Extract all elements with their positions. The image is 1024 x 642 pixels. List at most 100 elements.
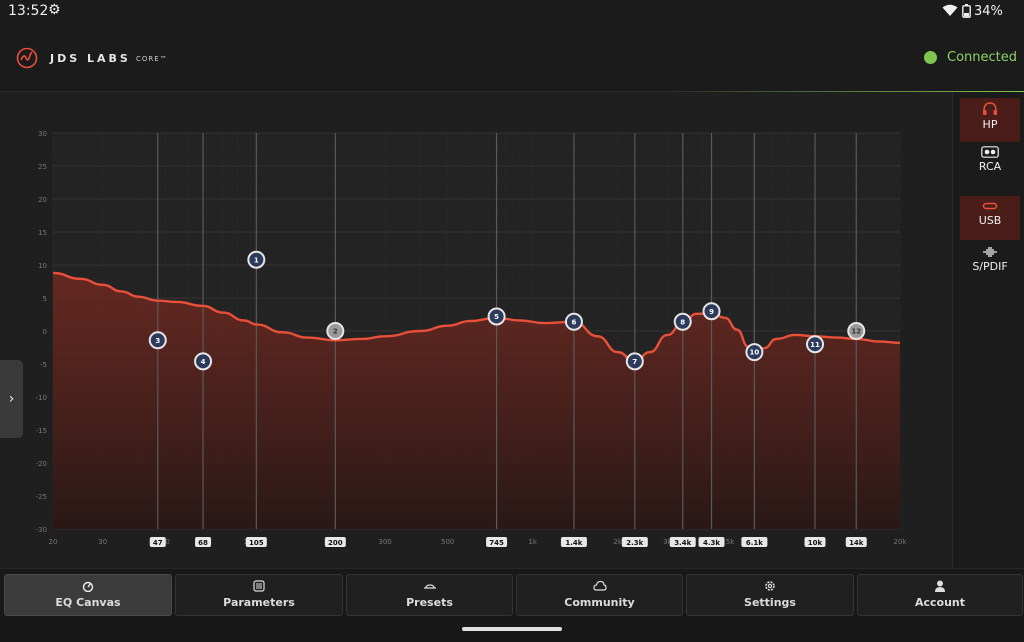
band-handle-number: 10 (750, 349, 760, 357)
eq-band-handle-9[interactable]: 9 (702, 302, 721, 321)
nav-label: EQ Canvas (55, 596, 121, 609)
nav-settings[interactable]: Settings (686, 574, 854, 616)
y-tick-label: -20 (36, 460, 47, 468)
eq-band-handle-7[interactable]: 7 (625, 352, 644, 371)
y-tick-label: -15 (36, 427, 47, 435)
spdif-icon (983, 247, 997, 257)
y-tick-label: 30 (38, 130, 47, 138)
home-indicator[interactable] (462, 627, 562, 631)
band-frequency-label: 200 (328, 539, 343, 547)
expand-sidebar-button[interactable]: › (0, 360, 23, 438)
band-frequency-badge (669, 537, 696, 547)
band-handle-number: 8 (680, 318, 685, 326)
output-hp[interactable]: HP (960, 98, 1020, 142)
nav-presets[interactable]: Presets (346, 574, 513, 616)
y-tick-label: -30 (36, 526, 47, 534)
output-rca[interactable]: RCA (960, 142, 1020, 186)
band-handle-number: 1 (254, 256, 259, 264)
nav-label: Account (914, 596, 966, 609)
eq-band-handle-8[interactable]: 8 (673, 312, 692, 331)
output-selector: HP RCA USB S/PDIF (952, 92, 1024, 568)
band-frequency-label: 47 (153, 539, 163, 547)
band-handle-number: 6 (571, 318, 576, 326)
rca-icon (981, 146, 999, 158)
nav-label: Settings (744, 596, 796, 609)
y-tick-label: 5 (43, 295, 47, 303)
band-handle-circle[interactable] (326, 322, 345, 340)
presets-icon (423, 584, 436, 589)
band-frequency-label: 105 (249, 539, 264, 547)
y-tick-label: -5 (40, 361, 47, 369)
band-handle-circle[interactable] (745, 343, 764, 362)
app-header: JDS LABS CORE™ Connected (0, 24, 1024, 92)
eq-band-handle-11[interactable]: 11 (806, 335, 825, 354)
eq-curve-fill (53, 272, 900, 529)
band-frequency-label: 6.1k (746, 539, 763, 547)
band-frequency-label: 745 (489, 539, 504, 547)
band-handle-number: 11 (810, 341, 820, 349)
eq-band-handle-10[interactable]: 10 (745, 343, 764, 362)
band-handle-circle[interactable] (673, 312, 692, 331)
wifi-icon (942, 4, 958, 16)
battery-percent: 34% (974, 4, 1003, 19)
settings-icon (765, 581, 775, 591)
parameters-icon (253, 580, 265, 592)
band-frequency-badge (621, 537, 648, 547)
band-handle-number: 5 (494, 313, 499, 321)
band-frequency-badge (324, 537, 346, 547)
band-handle-circle[interactable] (847, 322, 866, 340)
nav-parameters[interactable]: Parameters (175, 574, 343, 616)
nav-eq-canvas[interactable]: EQ Canvas (4, 574, 172, 616)
x-tick-label: 5k (726, 538, 735, 546)
band-frequency-badge (741, 537, 768, 547)
y-tick-label: -25 (36, 493, 47, 501)
x-tick-label: 2k (613, 538, 622, 546)
y-tick-label: 10 (38, 262, 47, 270)
community-icon (592, 580, 607, 591)
band-frequency-badge (245, 537, 267, 547)
eq-band-handle-6[interactable]: 6 (564, 312, 583, 331)
account-icon (935, 580, 945, 592)
x-tick-label: 3k (663, 538, 672, 546)
nav-account[interactable]: Account (857, 574, 1023, 616)
band-frequency-label: 14k (849, 539, 864, 547)
eq-band-handle-1[interactable]: 1 (247, 250, 266, 269)
eq-band-handle-12[interactable]: 12 (847, 322, 866, 340)
nav-label: Parameters (223, 596, 295, 609)
band-frequency-label: 68 (198, 539, 208, 547)
battery-icon (962, 4, 971, 18)
band-handle-circle[interactable] (564, 312, 583, 331)
header-divider (0, 91, 1024, 92)
band-handle-circle[interactable] (247, 250, 266, 269)
eq-band-handle-2[interactable]: 2 (326, 322, 345, 340)
headphones-icon (983, 102, 997, 115)
eq-band-handle-4[interactable]: 4 (194, 352, 213, 371)
band-frequency-label: 2.3k (626, 539, 643, 547)
band-handle-number: 3 (155, 337, 160, 345)
output-label: RCA (978, 160, 1002, 173)
x-tick-label: 500 (441, 538, 454, 546)
band-handle-circle[interactable] (625, 352, 644, 371)
band-frequency-badge (804, 537, 826, 547)
band-handle-circle[interactable] (487, 307, 506, 326)
band-frequency-badge (195, 537, 212, 547)
eq-band-handle-3[interactable]: 3 (148, 331, 167, 350)
band-handle-number: 2 (333, 328, 338, 336)
band-handle-circle[interactable] (148, 331, 167, 350)
usb-icon (982, 202, 998, 210)
band-handle-number: 4 (201, 358, 206, 366)
eq-band-handle-5[interactable]: 5 (487, 307, 506, 326)
nav-community[interactable]: Community (516, 574, 683, 616)
x-tick-label: 300 (378, 538, 391, 546)
product-name: CORE™ (136, 55, 168, 63)
band-handle-number: 12 (851, 328, 861, 336)
output-spdif[interactable]: S/PDIF (960, 242, 1020, 286)
y-tick-label: 20 (38, 196, 47, 204)
band-handle-circle[interactable] (806, 335, 825, 354)
x-tick-label: 1k (528, 538, 537, 546)
band-handle-circle[interactable] (194, 352, 213, 371)
output-usb[interactable]: USB (960, 196, 1020, 240)
band-handle-circle[interactable] (702, 302, 721, 321)
